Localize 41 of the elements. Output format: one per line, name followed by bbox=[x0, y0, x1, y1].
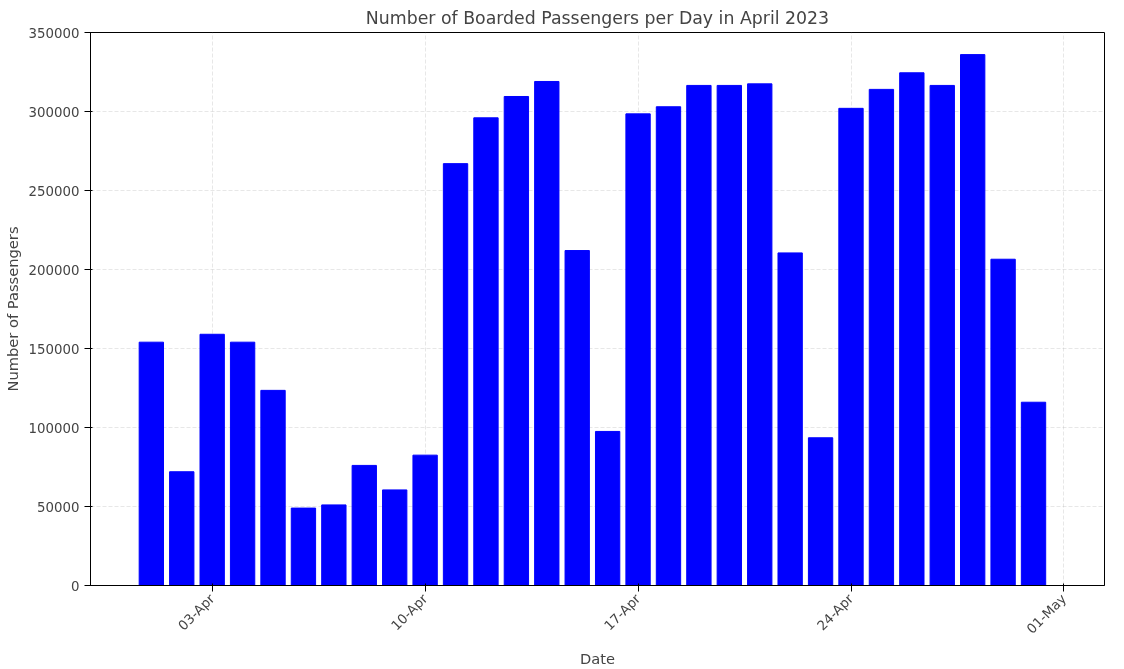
bar bbox=[351, 464, 377, 586]
bar bbox=[290, 507, 317, 586]
y-tick-label: 200000 bbox=[28, 262, 80, 278]
bar bbox=[199, 333, 225, 586]
y-tick-label: 300000 bbox=[28, 104, 80, 120]
bar bbox=[138, 341, 165, 586]
bar bbox=[564, 250, 590, 586]
bar bbox=[929, 84, 955, 586]
bar bbox=[534, 80, 560, 586]
bar bbox=[838, 107, 864, 586]
bar bbox=[442, 163, 469, 586]
bar bbox=[169, 471, 195, 586]
bar bbox=[503, 95, 530, 586]
y-tick-label: 50000 bbox=[37, 499, 80, 515]
y-tick-label: 0 bbox=[71, 578, 80, 594]
bar bbox=[655, 106, 682, 586]
chart-title: Number of Boarded Passengers per Day in April 2023 bbox=[365, 7, 830, 28]
y-tick-label: 250000 bbox=[28, 183, 80, 199]
bar bbox=[899, 72, 925, 586]
bar bbox=[594, 430, 621, 586]
bar bbox=[412, 454, 438, 586]
bar bbox=[960, 54, 986, 586]
bar bbox=[807, 437, 834, 586]
bar bbox=[1020, 401, 1047, 586]
y-axis-title: Number of Passengers bbox=[3, 226, 21, 392]
bar bbox=[382, 489, 408, 586]
y-tick-label: 100000 bbox=[28, 420, 80, 436]
bar bbox=[321, 504, 347, 586]
bar bbox=[625, 113, 651, 586]
bar bbox=[260, 389, 286, 586]
bar bbox=[868, 88, 895, 586]
y-tick-label: 150000 bbox=[28, 341, 80, 357]
bar bbox=[747, 83, 773, 586]
bar bbox=[473, 117, 499, 586]
bar bbox=[229, 341, 256, 586]
x-axis-title: Date bbox=[579, 649, 616, 667]
y-tick-label: 350000 bbox=[28, 25, 80, 41]
bar bbox=[686, 84, 712, 586]
bar bbox=[716, 84, 742, 586]
bar bbox=[990, 258, 1016, 586]
bar bbox=[777, 252, 803, 586]
